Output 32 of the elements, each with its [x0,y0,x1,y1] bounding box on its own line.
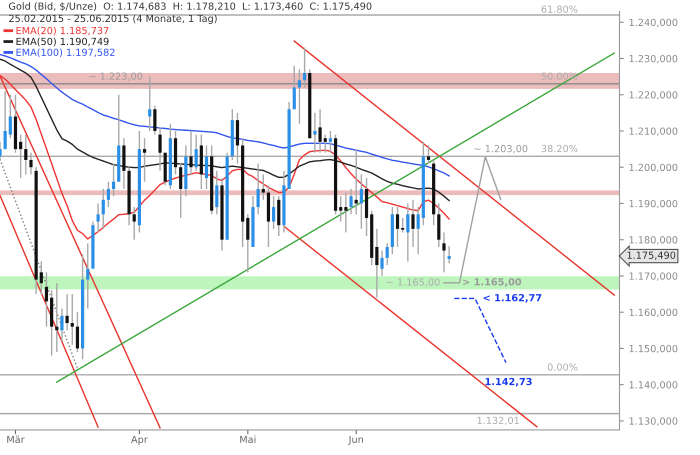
y-tick-label: 1.210,000 [630,127,678,136]
legend-label: EMA(50) 1.190,749 [16,38,109,46]
y-tick-label: 1.200,000 [630,164,678,172]
y-tick-label: 1.150,000 [630,344,678,354]
annotation: 0.00% [548,363,578,371]
x-tick-label: Mär [7,436,25,444]
annotation: > 1.165,00 [463,278,522,287]
y-tick-label: 1.130,000 [630,417,678,426]
chart-title: Gold (Bid, $/Unze) O: 1.174,683 H: 1.178,210 L: 1.173,460 C: 1.175,490 [8,2,372,12]
y-tick-label: 1.230,000 [630,54,678,64]
legend-label: EMA(100) 1.197,582 [16,48,114,58]
y-tick-label: 1.190,000 [630,200,678,208]
y-tick-label: 1.220,000 [630,91,678,100]
text: 1.175,490 [628,252,676,260]
annotation: 1.142,73 [486,378,532,386]
y-tick-label: 1.170,000 [630,272,678,281]
y-tick-label: 1.160,000 [630,308,678,318]
x-tick-label: Jun [348,436,363,445]
annotation: 38.20% [542,144,578,152]
y-tick-label: 1.240,000 [630,18,678,28]
x-tick-label: Mai [240,436,256,444]
ref-line-label: 1.132,01 [478,416,519,426]
annotation: 61.80% [542,5,578,13]
annotation: ~ 1.223,00 [89,72,142,81]
y-tick-label: 1.180,000 [630,236,678,245]
y-tick-label: 1.140,000 [630,381,678,390]
x-tick-label: Apr [131,436,148,445]
legend-label: EMA(20) 1.185,737 [16,26,108,36]
annotation: ~ 1.203,00 [474,144,528,154]
annotation: < 1.162,77 [484,294,542,303]
chart-subtitle: 25.02.2015 - 25.06.2015 (4 Monate, 1 Tag) [9,14,217,24]
band-label: ~ 1.165,00 [386,278,440,287]
